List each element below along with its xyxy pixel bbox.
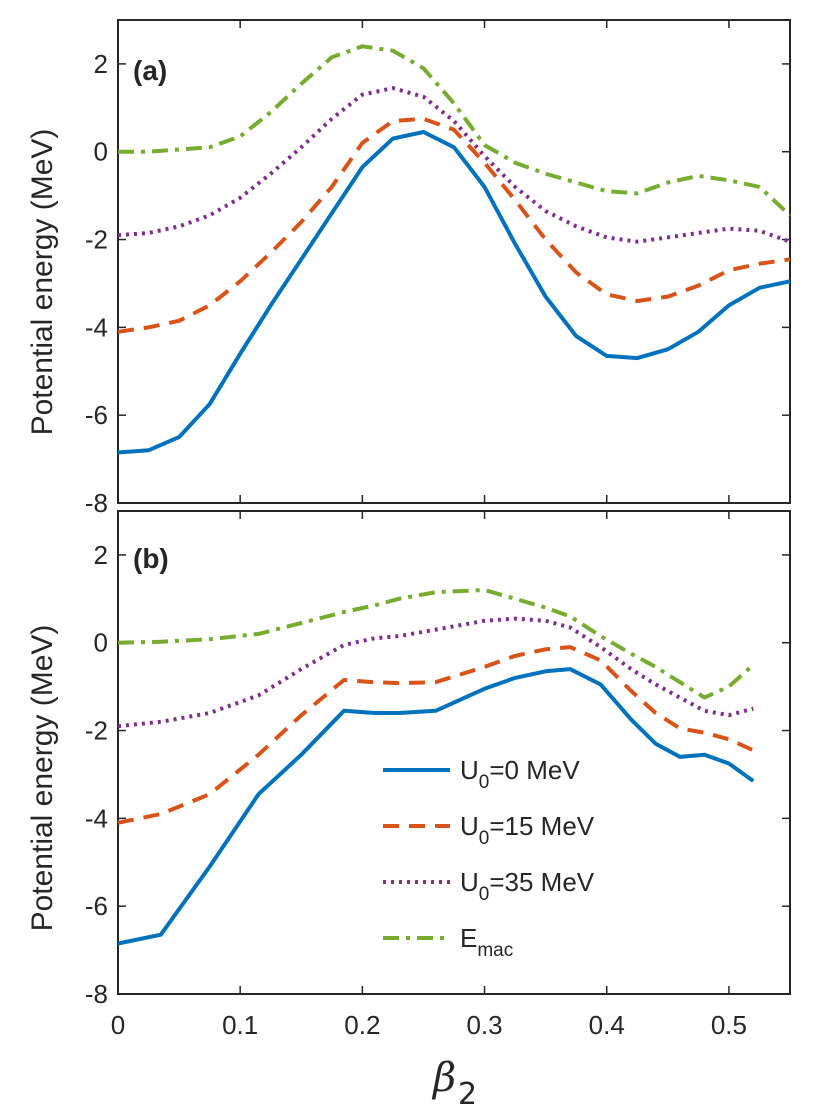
y-tick-label: 2 [94, 49, 108, 79]
series-line-u0_0 [117, 667, 755, 946]
series-line-u0_35 [117, 616, 754, 729]
legend-label-u0_0: U0=0 MeV [460, 755, 580, 793]
series-line-u0_0 [117, 130, 791, 455]
plot-frame [117, 19, 791, 504]
legend-label-emac: Emac [460, 923, 513, 961]
series-line-u0_15 [117, 116, 791, 334]
panel-label: (b) [133, 543, 169, 574]
x-tick-label: 0.5 [711, 1010, 747, 1040]
y-tick-label: -2 [85, 225, 108, 255]
y-tick-label: 2 [94, 540, 108, 570]
series-line-emac [117, 588, 755, 700]
y-tick-label: -4 [85, 803, 108, 833]
panel-b: -8 -6 -4 -2 0 2 0 0.1 0.2 0.3 0.4 0.5 (b) [85, 510, 791, 1040]
y-tick-label: -2 [85, 716, 108, 746]
y-tick-label: -8 [85, 979, 108, 1009]
legend: U0=0 MeV U0=15 MeV U0=35 MeV Emac [383, 755, 595, 961]
series-line-u0_15 [117, 645, 755, 825]
y-tick-label: -6 [85, 400, 108, 430]
y-axis-label-lower: Potential energy (MeV) [26, 625, 59, 932]
legend-label-u0_15: U0=15 MeV [460, 811, 595, 849]
y-axis-label-upper: Potential energy (MeV) [26, 129, 59, 436]
panel-label: (a) [133, 55, 167, 86]
y-tick-label: 0 [94, 628, 108, 658]
panel-a: -8 -6 -4 -2 0 2 (a) [85, 19, 792, 518]
x-axis-label: β 2 [431, 1055, 477, 1112]
y-tick-label: 0 [94, 137, 108, 167]
legend-label-u0_35: U0=35 MeV [460, 867, 595, 905]
y-tick-label: -8 [85, 488, 108, 518]
x-tick-label: 0.1 [222, 1010, 258, 1040]
x-tick-label: 0 [111, 1010, 125, 1040]
x-tick-label: 0.4 [589, 1010, 625, 1040]
x-axis-label-symbol: β [431, 1055, 456, 1101]
x-tick-label: 0.3 [466, 1010, 502, 1040]
y-tick-label: -6 [85, 891, 108, 921]
x-tick-label: 0.2 [344, 1010, 380, 1040]
series-line-emac [118, 44, 792, 217]
plot-frame [117, 510, 791, 995]
y-tick-label: -4 [85, 312, 108, 342]
x-axis-label-subscript: 2 [458, 1077, 477, 1112]
